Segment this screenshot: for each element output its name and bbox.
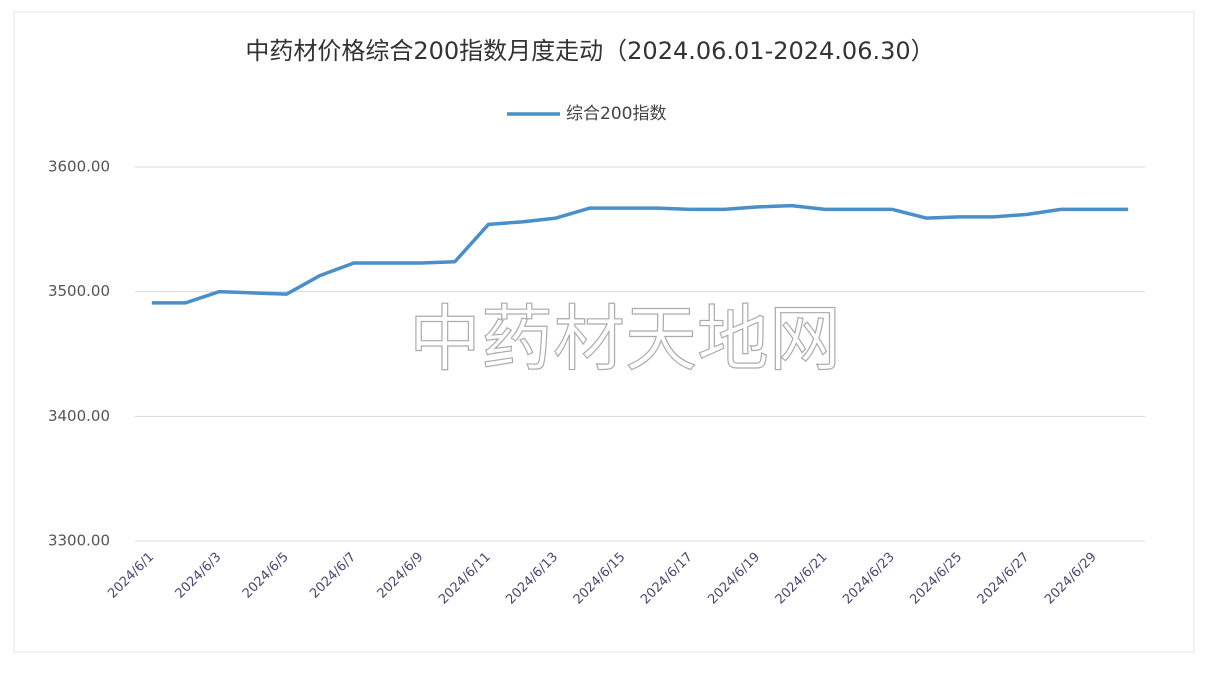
watermark: 中药材天地网 (409, 297, 841, 381)
y-tick-label: 3400.00 (48, 407, 110, 425)
y-tick-label: 3600.00 (48, 158, 110, 176)
y-tick-label: 3300.00 (48, 532, 110, 550)
series-line (151, 203, 1129, 305)
legend-label: 综合200指数 (566, 104, 666, 124)
chart-frame (13, 11, 1195, 653)
y-tick-label: 3500.00 (48, 282, 110, 300)
chart-title: 中药材价格综合200指数月度走动（2024.06.01-2024.06.30） (245, 37, 934, 65)
